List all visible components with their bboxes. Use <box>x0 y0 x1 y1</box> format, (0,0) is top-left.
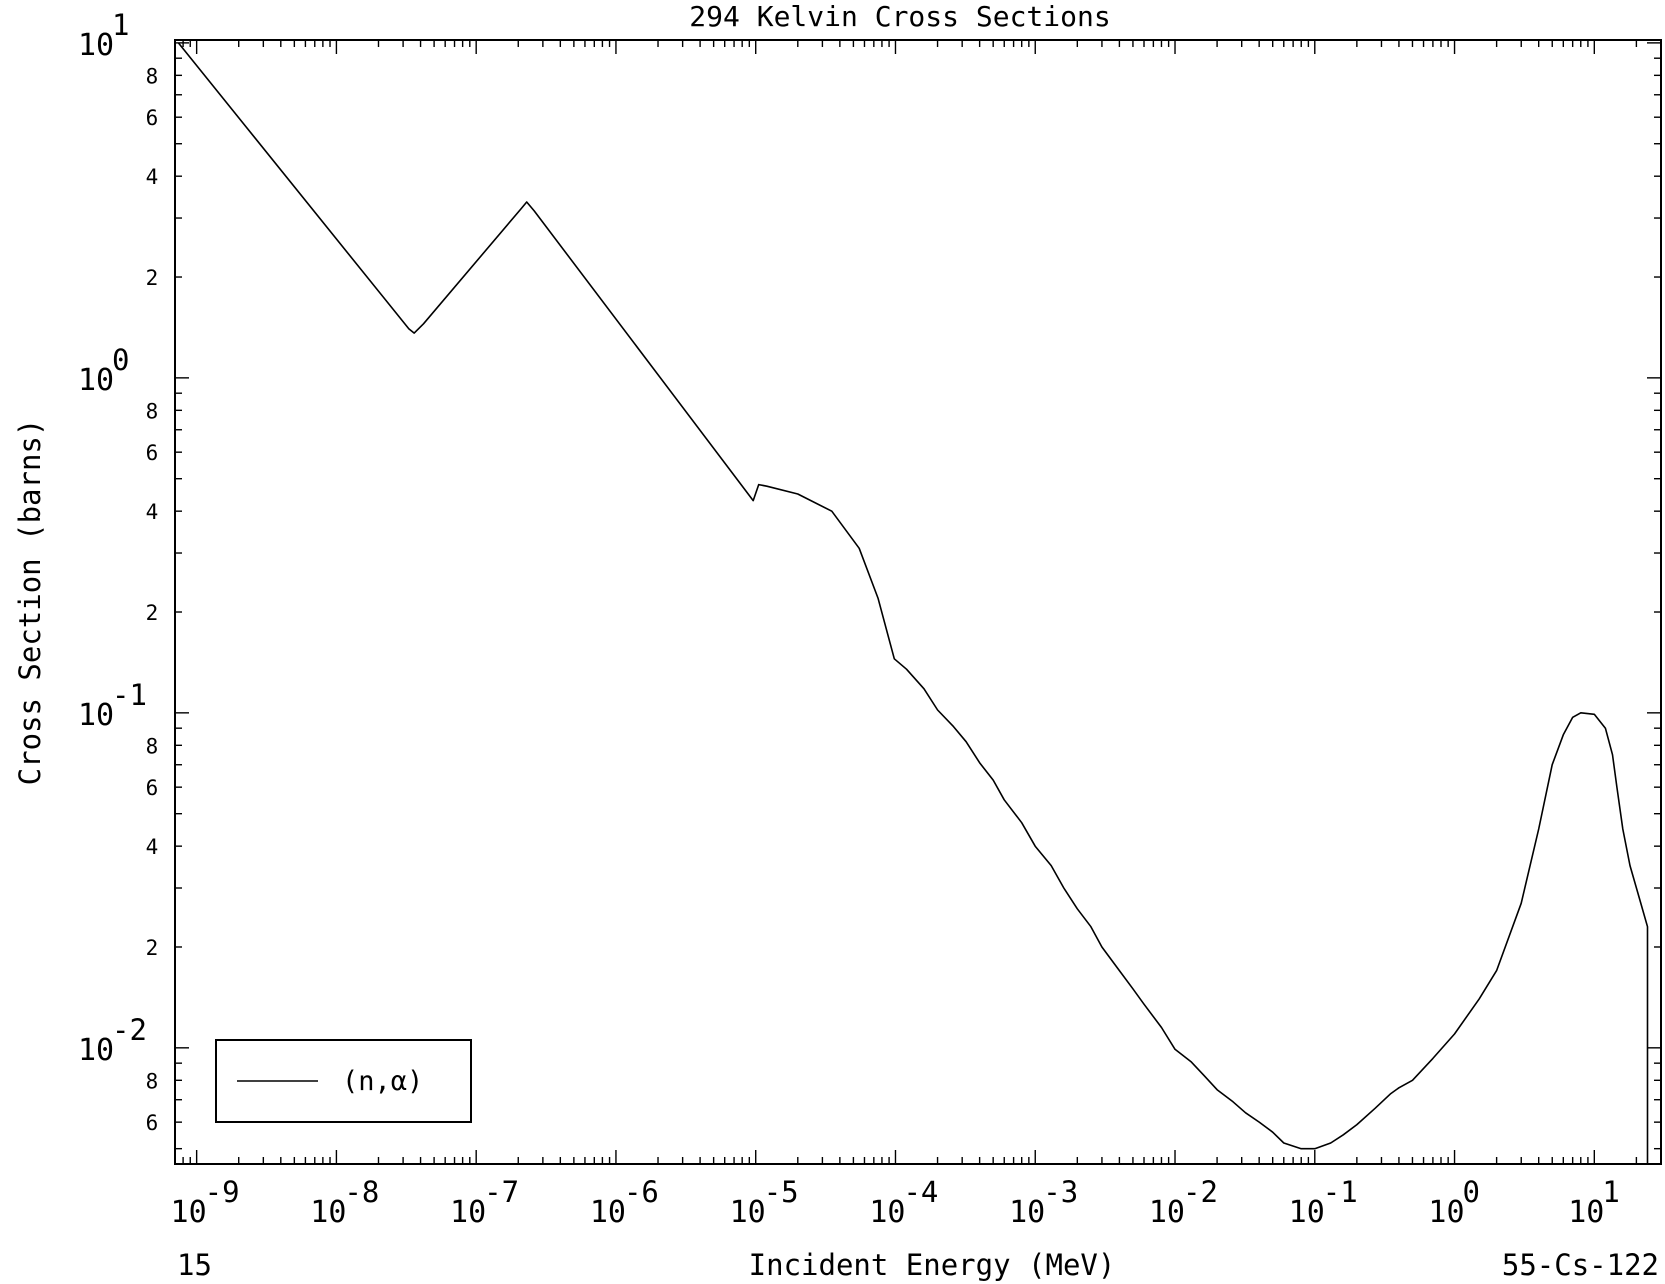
y-minor-tick-label: 8 <box>146 64 159 88</box>
series-line-n-alpha <box>177 42 1649 1164</box>
x-tick-label-base: 10 <box>1149 1195 1185 1230</box>
y-tick-label-exponent: 1 <box>112 8 129 42</box>
x-tick-label-exponent: -1 <box>1323 1175 1358 1209</box>
y-axis-label: Cross Section (barns) <box>13 419 47 786</box>
y-minor-tick-label: 4 <box>146 500 159 524</box>
x-tick-label-base: 10 <box>171 1195 207 1230</box>
axis-ticks <box>174 40 1662 1164</box>
series-layer <box>177 42 1649 1164</box>
x-tick-label-base: 10 <box>1568 1195 1604 1230</box>
y-tick-label-exponent: 0 <box>112 343 129 377</box>
y-minor-tick-label: 8 <box>146 1069 159 1093</box>
y-tick-label-base: 10 <box>78 363 114 398</box>
y-minor-tick-label: 4 <box>146 165 159 189</box>
y-tick-label-exponent: -1 <box>112 678 147 712</box>
x-tick-label-exponent: -4 <box>903 1175 938 1209</box>
x-tick-label-base: 10 <box>310 1195 346 1230</box>
y-tick-label-base: 10 <box>78 1033 114 1068</box>
chart-title: 294 Kelvin Cross Sections <box>689 0 1110 33</box>
plot-frame <box>174 39 1662 1165</box>
y-tick-label-base: 10 <box>78 28 114 63</box>
x-tick-label-exponent: -8 <box>344 1175 379 1209</box>
x-tick-label-base: 10 <box>1009 1195 1045 1230</box>
x-tick-label-exponent: -6 <box>624 1175 659 1209</box>
x-tick-label-exponent: -2 <box>1183 1175 1218 1209</box>
x-axis-label: Incident Energy (MeV) <box>749 1248 1116 1282</box>
y-minor-tick-label: 6 <box>146 1111 159 1135</box>
footer-left: 15 <box>177 1248 212 1282</box>
y-minor-tick-label: 6 <box>146 776 159 800</box>
x-tick-label-base: 10 <box>730 1195 766 1230</box>
y-minor-tick-label: 8 <box>146 734 159 758</box>
x-tick-label-base: 10 <box>450 1195 486 1230</box>
y-tick-label-base: 10 <box>78 698 114 733</box>
y-minor-tick-label: 6 <box>146 441 159 465</box>
y-minor-tick-label: 2 <box>146 266 159 290</box>
x-tick-label-exponent: -5 <box>764 1175 799 1209</box>
footer-right: 55-Cs-122 <box>1502 1248 1659 1282</box>
y-minor-tick-label: 8 <box>146 399 159 423</box>
y-tick-label-exponent: -2 <box>112 1013 147 1047</box>
y-minor-tick-label: 2 <box>146 936 159 960</box>
x-tick-label-base: 10 <box>1428 1195 1464 1230</box>
y-minor-tick-label: 2 <box>146 601 159 625</box>
x-tick-label-exponent: -3 <box>1043 1175 1078 1209</box>
x-tick-label-exponent: -9 <box>205 1175 240 1209</box>
x-tick-label-exponent: 0 <box>1463 1175 1480 1209</box>
axis-tick-labels: 10-910-810-710-610-510-410-310-210-11001… <box>78 8 1620 1230</box>
x-tick-label-exponent: 1 <box>1602 1175 1619 1209</box>
y-minor-tick-label: 6 <box>146 106 159 130</box>
x-tick-label-exponent: -7 <box>484 1175 519 1209</box>
y-minor-tick-label: 4 <box>146 835 159 859</box>
legend-label: (n,α) <box>342 1066 423 1097</box>
x-tick-label-base: 10 <box>869 1195 905 1230</box>
legend: (n,α) <box>215 1039 472 1123</box>
x-tick-label-base: 10 <box>590 1195 626 1230</box>
x-tick-label-base: 10 <box>1289 1195 1325 1230</box>
